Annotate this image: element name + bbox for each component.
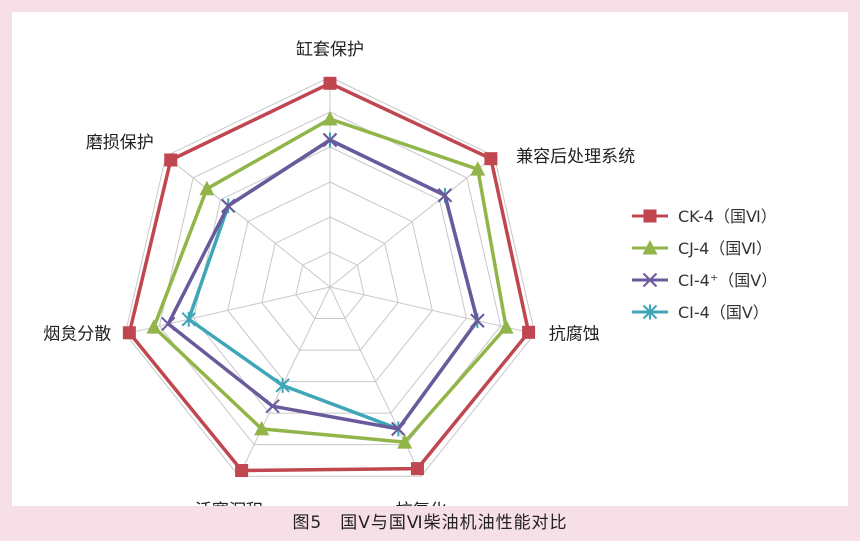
data-point xyxy=(322,111,338,126)
data-point xyxy=(498,319,514,334)
legend-marker xyxy=(643,209,657,223)
legend-item: CI-4（国Ⅴ） xyxy=(632,303,769,322)
axis-label: 烟炱分散 xyxy=(43,325,111,345)
series-line xyxy=(152,117,508,444)
grid-spoke xyxy=(125,286,331,335)
radar-chart: 缸套保护兼容后处理系统抗腐蚀抗氧化 活塞沉积 烟炱分散 磨损保护 CK-4（国Ⅵ） CJ… xyxy=(43,39,777,506)
data-point xyxy=(484,152,498,166)
data-point xyxy=(397,434,413,449)
grid-ring xyxy=(227,181,433,383)
data-point xyxy=(235,464,249,478)
data-point xyxy=(254,420,270,436)
data-point xyxy=(164,153,178,167)
series-CK-4（国Ⅵ） xyxy=(122,76,536,478)
series-layer xyxy=(122,76,536,478)
data-point xyxy=(323,76,337,90)
series-line xyxy=(166,138,480,431)
legend-item: CK-4（国Ⅵ） xyxy=(632,207,777,226)
axis-label: 活塞沉积 xyxy=(195,501,263,506)
axis-label: 兼容后处理系统 xyxy=(516,147,635,167)
axis-label: 磨损保护 xyxy=(86,133,154,153)
grid-spoke xyxy=(329,155,495,288)
data-point xyxy=(265,398,280,414)
data-point xyxy=(470,313,485,328)
data-point xyxy=(275,377,290,393)
data-point xyxy=(522,325,536,339)
data-point xyxy=(470,161,486,176)
axis-label: 缸套保护 xyxy=(296,39,364,60)
legend-label: CI-4⁺（国Ⅴ） xyxy=(678,271,777,290)
legend-marker xyxy=(642,304,658,320)
data-point xyxy=(437,188,453,203)
grid-ring xyxy=(158,111,502,446)
data-point xyxy=(199,180,215,196)
legend-marker xyxy=(642,240,658,255)
grid-ring xyxy=(192,146,468,414)
grid-spoke xyxy=(238,286,331,477)
grid-ring xyxy=(261,216,399,351)
legend-item: CI-4⁺（国Ⅴ） xyxy=(632,271,777,290)
axis-label: 抗氧化 xyxy=(396,501,447,506)
data-point xyxy=(161,316,176,332)
data-point xyxy=(122,326,136,340)
legend-item: CJ-4（国Ⅵ） xyxy=(632,239,772,258)
data-point xyxy=(146,319,162,334)
axis-label: 抗腐蚀 xyxy=(549,325,600,345)
series-CJ-4（国Ⅵ） xyxy=(146,111,514,449)
legend-marker xyxy=(642,272,658,288)
data-point xyxy=(322,132,338,148)
legend-label: CI-4（国Ⅴ） xyxy=(678,303,769,322)
series-CI-4⁺（国Ⅴ） xyxy=(161,132,485,437)
legend-label: CK-4（国Ⅵ） xyxy=(678,207,777,226)
figure-caption: 图5 国Ⅴ与国Ⅵ柴油机油性能对比 xyxy=(292,513,568,533)
chart-panel: 缸套保护兼容后处理系统抗腐蚀抗氧化 活塞沉积 烟炱分散 磨损保护 CK-4（国Ⅵ） CJ… xyxy=(12,12,848,506)
grid-spoke xyxy=(329,286,535,335)
data-point xyxy=(391,421,406,437)
radar-grid xyxy=(124,76,536,477)
legend: CK-4（国Ⅵ） CJ-4（国Ⅵ） CI-4⁺（国Ⅴ） CI-4（国Ⅴ） xyxy=(632,207,777,322)
grid-ring xyxy=(124,76,536,477)
data-point xyxy=(181,311,196,327)
legend-label: CJ-4（国Ⅵ） xyxy=(678,239,772,258)
grid-spoke xyxy=(165,155,331,288)
data-point xyxy=(410,462,424,476)
axis-labels: 缸套保护兼容后处理系统抗腐蚀抗氧化 活塞沉积 烟炱分散 磨损保护 xyxy=(43,39,635,506)
data-point xyxy=(220,198,236,214)
series-line xyxy=(127,81,531,473)
grid-ring xyxy=(295,251,365,320)
